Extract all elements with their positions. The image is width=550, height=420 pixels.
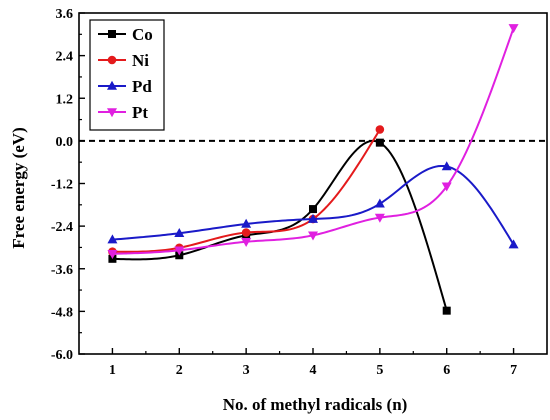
y-tick-label: 2.4 — [56, 50, 74, 65]
legend-co-label: Co — [132, 25, 153, 44]
plot-area — [79, 24, 547, 315]
y-tick-label: 3.6 — [56, 7, 74, 22]
series-pt-point — [508, 24, 519, 34]
series-pd-point — [107, 234, 118, 244]
y-axis-title: Free energy (eV) — [9, 127, 28, 248]
legend-pd-label: Pd — [132, 77, 152, 96]
y-tick-label: -3.6 — [51, 263, 73, 278]
series-pd-point — [174, 228, 185, 238]
legend-pt-label: Pt — [132, 103, 148, 122]
y-tick-label: -4.8 — [51, 305, 73, 320]
series-pt-point — [241, 237, 252, 247]
legend: Co Ni Pd Pt — [89, 19, 165, 131]
x-tick-label: 3 — [243, 363, 250, 378]
series-pt-point — [174, 246, 185, 256]
axes: 1 2 3 4 5 6 7 3.6 2.4 1.2 0.0 -1.2 -2.4 -3.6 -4.8 -6.0 — [51, 7, 548, 378]
series-pt-point — [441, 182, 452, 192]
series-co-point — [442, 306, 451, 315]
x-tick-label: 7 — [510, 363, 517, 378]
x-axis-title: No. of methyl radicals (n) — [223, 395, 408, 414]
series-co-line — [112, 139, 448, 311]
legend-pt-marker — [107, 108, 117, 118]
series-co-point — [375, 138, 384, 147]
y-tick-label: -1.2 — [51, 178, 73, 193]
legend-co-marker — [108, 30, 116, 38]
y-tick-label: 1.2 — [56, 92, 74, 107]
legend-pd-marker — [107, 80, 117, 90]
legend-ni-label: Ni — [132, 51, 149, 70]
y-tick-label: -2.4 — [51, 220, 73, 235]
series-pd-point — [508, 239, 519, 249]
legend-ni-marker — [107, 55, 117, 65]
series-pt-point — [308, 231, 318, 241]
series-pd-point — [374, 198, 385, 208]
x-tick-label: 1 — [109, 363, 116, 378]
x-tick-label: 2 — [176, 363, 183, 378]
series-ni-point — [241, 228, 251, 237]
series-co-point — [309, 205, 317, 214]
series-pd-point — [241, 218, 252, 228]
y-tick-label: 0.0 — [56, 135, 74, 150]
x-tick-label: 6 — [443, 363, 450, 378]
x-tick-label: 4 — [310, 363, 317, 378]
legend-box — [89, 19, 165, 131]
x-tick-label: 5 — [376, 363, 383, 378]
series-pt-point — [107, 250, 118, 260]
series-pt-point — [374, 213, 385, 223]
y-tick-label: -6.0 — [51, 348, 73, 363]
series-pd-point — [308, 213, 318, 223]
series-pd-point — [441, 161, 452, 171]
series-ni-point — [375, 125, 385, 134]
